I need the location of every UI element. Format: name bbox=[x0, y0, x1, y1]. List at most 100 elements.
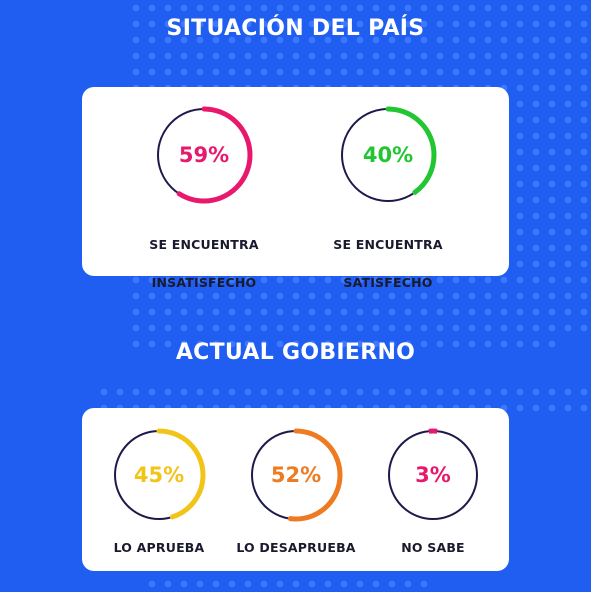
background-dot bbox=[292, 68, 300, 76]
background-dot bbox=[388, 52, 396, 60]
background-dot bbox=[436, 308, 444, 316]
background-dot bbox=[180, 308, 188, 316]
background-dot bbox=[388, 388, 396, 396]
background-dot bbox=[436, 324, 444, 332]
background-dot bbox=[500, 276, 508, 284]
background-dot bbox=[532, 196, 540, 204]
background-dot bbox=[500, 292, 508, 300]
background-dot bbox=[580, 164, 588, 172]
background-dot bbox=[580, 228, 588, 236]
background-dot bbox=[548, 388, 556, 396]
background-dot bbox=[532, 84, 540, 92]
background-dot bbox=[564, 4, 572, 12]
background-dot bbox=[436, 276, 444, 284]
background-dot bbox=[420, 324, 428, 332]
background-dot bbox=[548, 68, 556, 76]
background-dot bbox=[244, 276, 252, 284]
background-dot bbox=[292, 580, 300, 588]
background-dot bbox=[132, 20, 140, 28]
background-dot bbox=[180, 20, 188, 28]
background-dot bbox=[276, 36, 284, 44]
background-dot bbox=[436, 68, 444, 76]
background-dot bbox=[148, 36, 156, 44]
background-dot bbox=[404, 580, 412, 588]
background-dot bbox=[500, 36, 508, 44]
background-dot bbox=[164, 292, 172, 300]
background-dot bbox=[260, 20, 268, 28]
background-dot bbox=[548, 228, 556, 236]
background-dot bbox=[532, 404, 540, 412]
background-dot bbox=[532, 20, 540, 28]
gobierno-item-desaprueba: 52% LO DESAPRUEBA bbox=[230, 426, 362, 557]
background-dot bbox=[404, 292, 412, 300]
background-dot bbox=[564, 212, 572, 220]
background-dot bbox=[292, 388, 300, 396]
background-dot bbox=[308, 388, 316, 396]
background-dot bbox=[340, 388, 348, 396]
background-dot bbox=[244, 36, 252, 44]
background-dot bbox=[164, 36, 172, 44]
background-dot bbox=[548, 164, 556, 172]
background-dot bbox=[580, 388, 588, 396]
background-dot bbox=[292, 276, 300, 284]
background-dot bbox=[340, 4, 348, 12]
background-dot bbox=[132, 324, 140, 332]
background-dot bbox=[292, 4, 300, 12]
background-dot bbox=[436, 388, 444, 396]
background-dot bbox=[132, 388, 140, 396]
background-dot bbox=[148, 324, 156, 332]
background-dot bbox=[388, 4, 396, 12]
background-dot bbox=[260, 340, 268, 348]
background-dot bbox=[196, 308, 204, 316]
background-dot bbox=[404, 388, 412, 396]
background-dot bbox=[372, 292, 380, 300]
background-dot bbox=[132, 68, 140, 76]
donut-arc bbox=[339, 106, 437, 204]
background-dot bbox=[436, 36, 444, 44]
background-dot bbox=[404, 308, 412, 316]
background-dot bbox=[180, 324, 188, 332]
background-dot bbox=[212, 292, 220, 300]
background-dot bbox=[164, 388, 172, 396]
background-dot bbox=[516, 132, 524, 140]
background-dot bbox=[468, 324, 476, 332]
background-dot bbox=[468, 308, 476, 316]
percent-value: 40% bbox=[362, 143, 414, 167]
background-dot bbox=[324, 324, 332, 332]
background-dot bbox=[484, 324, 492, 332]
background-dot bbox=[388, 340, 396, 348]
background-dot bbox=[132, 340, 140, 348]
background-dot bbox=[404, 324, 412, 332]
background-dot bbox=[388, 68, 396, 76]
background-dot bbox=[548, 244, 556, 252]
background-dot bbox=[564, 388, 572, 396]
background-dot bbox=[548, 100, 556, 108]
background-dot bbox=[564, 260, 572, 268]
background-dot bbox=[580, 244, 588, 252]
background-dot bbox=[212, 52, 220, 60]
background-dot bbox=[356, 20, 364, 28]
background-dot bbox=[420, 292, 428, 300]
background-dot bbox=[132, 36, 140, 44]
background-dot bbox=[564, 404, 572, 412]
background-dot bbox=[228, 276, 236, 284]
background-dot bbox=[324, 36, 332, 44]
background-dot bbox=[372, 308, 380, 316]
background-dot bbox=[516, 340, 524, 348]
background-dot bbox=[532, 340, 540, 348]
background-dot bbox=[564, 180, 572, 188]
background-dot bbox=[468, 36, 476, 44]
background-dot bbox=[148, 388, 156, 396]
background-dot bbox=[548, 260, 556, 268]
background-dot bbox=[308, 308, 316, 316]
background-dot bbox=[228, 52, 236, 60]
background-dot bbox=[452, 292, 460, 300]
background-dot bbox=[548, 148, 556, 156]
background-dot bbox=[356, 52, 364, 60]
background-dot bbox=[548, 132, 556, 140]
background-dot bbox=[244, 68, 252, 76]
background-dot bbox=[404, 20, 412, 28]
background-dot bbox=[292, 308, 300, 316]
background-dot bbox=[580, 404, 588, 412]
background-dot bbox=[244, 52, 252, 60]
